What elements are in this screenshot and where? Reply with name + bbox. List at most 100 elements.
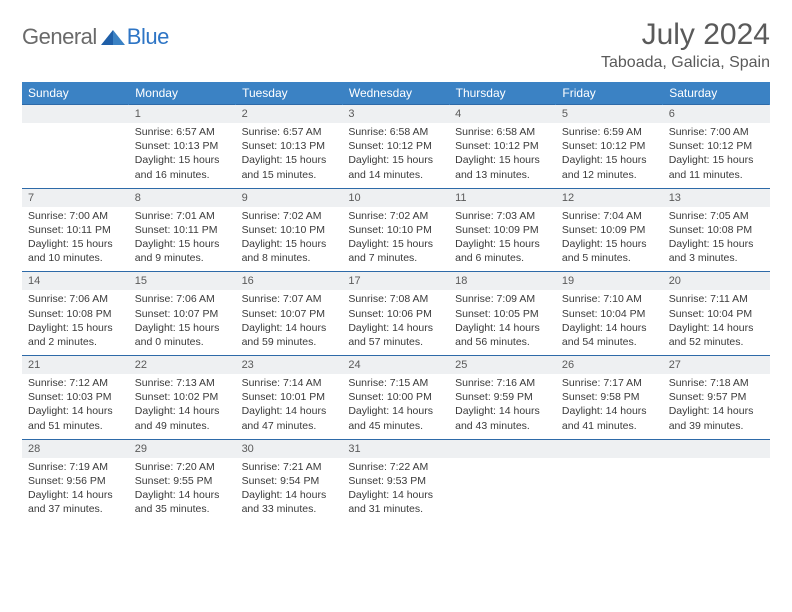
day-body-cell: Sunrise: 7:05 AMSunset: 10:08 PMDaylight… [663, 207, 770, 272]
day-body-cell: Sunrise: 7:12 AMSunset: 10:03 PMDaylight… [22, 374, 129, 439]
calendar-page: General Blue July 2024 Taboada, Galicia,… [0, 0, 792, 540]
day-body-cell: Sunrise: 7:14 AMSunset: 10:01 PMDaylight… [236, 374, 343, 439]
day-sunset-text: Sunset: 9:59 PM [455, 390, 550, 404]
day-daylight1-text: Daylight: 14 hours [669, 321, 764, 335]
day-sunset-text: Sunset: 9:56 PM [28, 474, 123, 488]
day-daylight1-text: Daylight: 14 hours [562, 404, 657, 418]
day-sunset-text: Sunset: 10:12 PM [669, 139, 764, 153]
day-body-cell: Sunrise: 7:15 AMSunset: 10:00 PMDaylight… [342, 374, 449, 439]
day-daylight2-text: and 14 minutes. [348, 168, 443, 182]
day-number-cell: 8 [129, 188, 236, 207]
day-sunset-text: Sunset: 10:09 PM [562, 223, 657, 237]
day-sunrise-text: Sunrise: 7:08 AM [348, 292, 443, 306]
day-number-cell: 1 [129, 105, 236, 124]
day-daylight2-text: and 31 minutes. [348, 502, 443, 516]
day-daylight1-text: Daylight: 15 hours [669, 237, 764, 251]
day-sunrise-text: Sunrise: 6:57 AM [242, 125, 337, 139]
day-daylight2-text: and 11 minutes. [669, 168, 764, 182]
day-daylight2-text: and 45 minutes. [348, 419, 443, 433]
day-daylight2-text: and 51 minutes. [28, 419, 123, 433]
day-sunset-text: Sunset: 10:01 PM [242, 390, 337, 404]
day-daylight1-text: Daylight: 15 hours [28, 321, 123, 335]
day-sunset-text: Sunset: 10:02 PM [135, 390, 230, 404]
day-number-row: 14151617181920 [22, 272, 770, 291]
day-sunrise-text: Sunrise: 7:15 AM [348, 376, 443, 390]
day-sunset-text: Sunset: 10:04 PM [669, 307, 764, 321]
day-number-cell: 23 [236, 356, 343, 375]
day-body-row: Sunrise: 7:12 AMSunset: 10:03 PM Daylight… [22, 374, 770, 439]
day-number-row: 123456 [22, 105, 770, 124]
day-sunset-text: Sunset: 9:58 PM [562, 390, 657, 404]
day-daylight1-text: Daylight: 15 hours [455, 153, 550, 167]
day-sunset-text: Sunset: 10:00 PM [348, 390, 443, 404]
day-sunrise-text: Sunrise: 7:09 AM [455, 292, 550, 306]
day-daylight2-text: and 43 minutes. [455, 419, 550, 433]
day-daylight1-text: Daylight: 15 hours [562, 153, 657, 167]
day-sunrise-text: Sunrise: 7:06 AM [135, 292, 230, 306]
day-sunrise-text: Sunrise: 7:07 AM [242, 292, 337, 306]
day-sunrise-text: Sunrise: 7:12 AM [28, 376, 123, 390]
day-number-cell: 11 [449, 188, 556, 207]
day-sunset-text: Sunset: 10:10 PM [348, 223, 443, 237]
day-sunrise-text: Sunrise: 6:57 AM [135, 125, 230, 139]
day-sunrise-text: Sunrise: 7:19 AM [28, 460, 123, 474]
day-daylight1-text: Daylight: 14 hours [455, 404, 550, 418]
day-number-cell: 18 [449, 272, 556, 291]
day-body-cell: Sunrise: 7:00 AMSunset: 10:11 PMDaylight… [22, 207, 129, 272]
day-body-cell: Sunrise: 7:22 AMSunset: 9:53 PMDaylight:… [342, 458, 449, 523]
day-daylight2-text: and 47 minutes. [242, 419, 337, 433]
day-daylight2-text: and 12 minutes. [562, 168, 657, 182]
day-body-cell: Sunrise: 7:03 AMSunset: 10:09 PMDaylight… [449, 207, 556, 272]
day-daylight2-text: and 54 minutes. [562, 335, 657, 349]
day-daylight2-text: and 59 minutes. [242, 335, 337, 349]
day-number-cell: 7 [22, 188, 129, 207]
day-body-cell [556, 458, 663, 523]
day-body-cell [22, 123, 129, 188]
day-number-cell: 16 [236, 272, 343, 291]
day-number-row: 21222324252627 [22, 356, 770, 375]
day-sunrise-text: Sunrise: 6:58 AM [348, 125, 443, 139]
day-sunrise-text: Sunrise: 7:10 AM [562, 292, 657, 306]
weekday-header: Sunday [22, 82, 129, 105]
day-daylight2-text: and 8 minutes. [242, 251, 337, 265]
day-daylight2-text: and 37 minutes. [28, 502, 123, 516]
day-sunset-text: Sunset: 10:11 PM [135, 223, 230, 237]
day-daylight1-text: Daylight: 14 hours [348, 488, 443, 502]
day-number-cell: 21 [22, 356, 129, 375]
day-sunrise-text: Sunrise: 7:01 AM [135, 209, 230, 223]
day-daylight1-text: Daylight: 14 hours [562, 321, 657, 335]
day-daylight2-text: and 7 minutes. [348, 251, 443, 265]
day-daylight2-text: and 33 minutes. [242, 502, 337, 516]
day-body-cell: Sunrise: 7:13 AMSunset: 10:02 PMDaylight… [129, 374, 236, 439]
day-number-cell: 19 [556, 272, 663, 291]
day-body-row: Sunrise: 7:19 AMSunset: 9:56 PM Daylight:… [22, 458, 770, 523]
day-number-cell: 25 [449, 356, 556, 375]
day-sunset-text: Sunset: 10:04 PM [562, 307, 657, 321]
day-daylight1-text: Daylight: 14 hours [455, 321, 550, 335]
day-body-cell: Sunrise: 6:58 AMSunset: 10:12 PMDaylight… [449, 123, 556, 188]
day-sunset-text: Sunset: 10:07 PM [242, 307, 337, 321]
weekday-header: Friday [556, 82, 663, 105]
day-sunrise-text: Sunrise: 7:06 AM [28, 292, 123, 306]
weekday-header-row: Sunday Monday Tuesday Wednesday Thursday… [22, 82, 770, 105]
day-body-cell: Sunrise: 7:19 AMSunset: 9:56 PMDaylight:… [22, 458, 129, 523]
calendar-table: Sunday Monday Tuesday Wednesday Thursday… [22, 82, 770, 522]
day-body-cell: Sunrise: 7:21 AMSunset: 9:54 PMDaylight:… [236, 458, 343, 523]
day-sunset-text: Sunset: 9:55 PM [135, 474, 230, 488]
day-sunrise-text: Sunrise: 7:00 AM [28, 209, 123, 223]
day-sunset-text: Sunset: 10:13 PM [242, 139, 337, 153]
day-body-cell: Sunrise: 7:02 AMSunset: 10:10 PMDaylight… [236, 207, 343, 272]
day-sunset-text: Sunset: 9:53 PM [348, 474, 443, 488]
day-sunrise-text: Sunrise: 6:58 AM [455, 125, 550, 139]
day-body-cell: Sunrise: 7:08 AMSunset: 10:06 PMDaylight… [342, 290, 449, 355]
day-body-cell: Sunrise: 6:59 AMSunset: 10:12 PMDaylight… [556, 123, 663, 188]
brand-text-2: Blue [127, 24, 169, 50]
day-body-cell: Sunrise: 7:06 AMSunset: 10:07 PMDaylight… [129, 290, 236, 355]
day-sunrise-text: Sunrise: 7:16 AM [455, 376, 550, 390]
day-daylight1-text: Daylight: 14 hours [242, 404, 337, 418]
day-daylight1-text: Daylight: 14 hours [135, 404, 230, 418]
day-daylight1-text: Daylight: 14 hours [242, 321, 337, 335]
day-body-cell: Sunrise: 7:02 AMSunset: 10:10 PMDaylight… [342, 207, 449, 272]
day-sunset-text: Sunset: 10:03 PM [28, 390, 123, 404]
day-daylight2-text: and 56 minutes. [455, 335, 550, 349]
